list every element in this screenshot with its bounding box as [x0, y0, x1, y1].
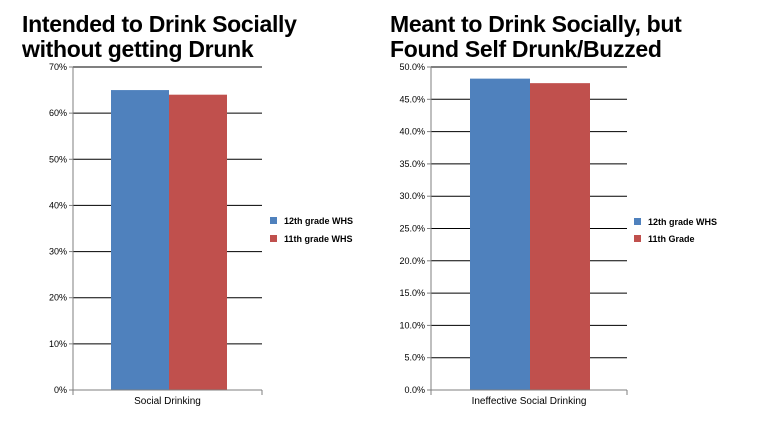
right-legend-swatch-1	[634, 218, 641, 225]
right-legend-label-1: 12th grade WHS	[648, 217, 717, 227]
chart-title-left-line-2: without getting Drunk	[22, 36, 254, 62]
right-legend-label-2: 11th Grade	[648, 234, 695, 244]
right-y-tick-label: 5.0%	[404, 353, 425, 363]
right-y-tick-label: 0.0%	[404, 385, 425, 395]
left-category-label: Social Drinking	[134, 396, 201, 407]
right-y-tick-label: 40.0%	[399, 127, 425, 137]
left-legend-label-1: 12th grade WHS	[284, 216, 353, 226]
right-legend-swatch-2	[634, 235, 641, 242]
chart-title-right: Meant to Drink Socially, but Found Self …	[390, 12, 750, 62]
chart-title-right-line-1: Meant to Drink Socially, but	[390, 11, 682, 37]
left-y-tick-label: 0%	[54, 385, 67, 395]
left-y-tick-label: 10%	[49, 339, 67, 349]
left-bar-11th-grade	[169, 94, 227, 390]
right-category-label: Ineffective Social Drinking	[472, 396, 587, 407]
left-legend-swatch-2	[270, 235, 277, 242]
chart-title-left-line-1: Intended to Drink Socially	[22, 11, 297, 37]
left-y-tick-label: 20%	[49, 293, 67, 303]
left-y-tick-label: 70%	[49, 62, 67, 72]
right-y-tick-label: 35.0%	[399, 159, 425, 169]
left-y-tick-label: 50%	[49, 154, 67, 164]
right-bar-11th-grade	[530, 83, 590, 391]
right-y-tick-label: 15.0%	[399, 288, 425, 298]
right-y-tick-label: 30.0%	[399, 191, 425, 201]
left-y-tick-label: 40%	[49, 200, 67, 210]
right-y-tick-label: 50.0%	[399, 62, 425, 72]
left-y-tick-label: 30%	[49, 247, 67, 257]
left-legend-label-2: 11th grade WHS	[284, 234, 353, 244]
right-y-tick-label: 20.0%	[399, 256, 425, 266]
right-bar-12th-grade	[470, 78, 530, 391]
left-bar-12th-grade	[111, 90, 169, 391]
chart-title-left: Intended to Drink Socially without getti…	[22, 12, 352, 62]
right-y-tick-label: 25.0%	[399, 224, 425, 234]
left-y-tick-label: 60%	[49, 108, 67, 118]
right-y-tick-label: 10.0%	[399, 320, 425, 330]
right-y-tick-label: 45.0%	[399, 94, 425, 104]
left-legend-swatch-1	[270, 217, 277, 224]
chart-title-right-line-2: Found Self Drunk/Buzzed	[390, 36, 662, 62]
